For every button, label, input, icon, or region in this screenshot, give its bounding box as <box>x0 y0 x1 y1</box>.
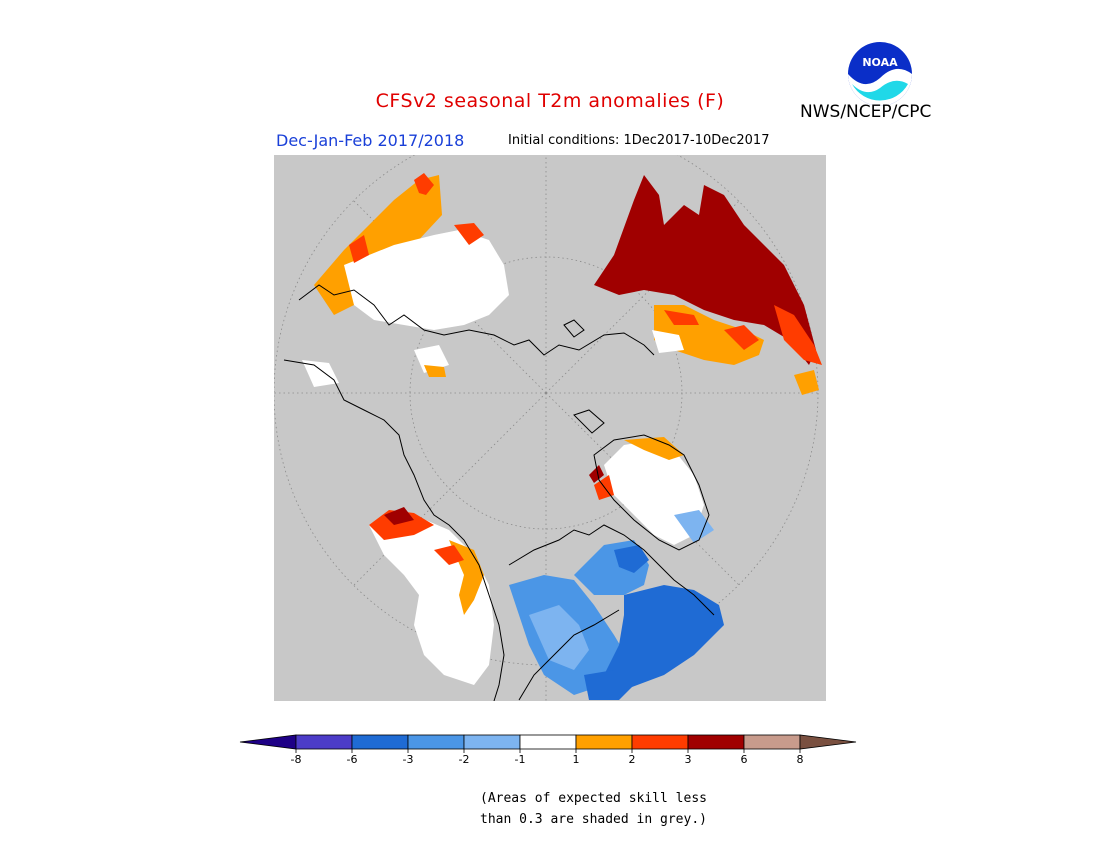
colorbar-segment <box>687 734 745 750</box>
colorbar-tick-label: -2 <box>459 753 470 766</box>
colorbar-tick-label: 6 <box>741 753 748 766</box>
initial-conditions-label: Initial conditions: 1Dec2017-10Dec2017 <box>508 133 770 148</box>
colorbar-tick-label: -3 <box>403 753 414 766</box>
noaa-logo: NOAA <box>848 42 912 106</box>
greenland-anomalies <box>589 437 714 545</box>
season-label: Dec-Jan-Feb 2017/2018 <box>276 131 465 150</box>
colorbar-segment <box>743 734 801 750</box>
logo-text: NOAA <box>862 56 898 69</box>
europe-anomalies <box>594 175 822 395</box>
colorbar: -8 -6 -3 -2 -1 1 2 3 6 8 <box>239 734 857 766</box>
colorbar-tick-label: 1 <box>573 753 580 766</box>
north-america-anomalies <box>369 507 494 685</box>
colorbar-segment <box>519 734 577 750</box>
colorbar-segment <box>407 734 465 750</box>
skill-note-line-2: than 0.3 are shaded in grey.) <box>480 812 707 827</box>
colorbar-segment <box>351 734 409 750</box>
map-title: CFSv2 seasonal T2m anomalies (F) <box>375 90 725 112</box>
colorbar-tick-label: -6 <box>347 753 358 766</box>
colorbar-segment <box>575 734 633 750</box>
colorbar-arrow-low <box>239 734 297 750</box>
colorbar-segment <box>631 734 689 750</box>
east-asia-anomalies <box>302 173 509 387</box>
colorbar-arrow-high <box>799 734 857 750</box>
colorbar-segment <box>463 734 521 750</box>
skill-note-line-1: (Areas of expected skill less <box>480 791 707 806</box>
colorbar-tick-label: 8 <box>797 753 804 766</box>
colorbar-tick-label: 2 <box>629 753 636 766</box>
coastlines <box>283 284 715 701</box>
organization-label: NWS/NCEP/CPC <box>800 102 932 122</box>
colorbar-tick-label: -1 <box>515 753 526 766</box>
canada-cold-anomalies <box>509 540 724 700</box>
colorbar-tick-label: -8 <box>291 753 302 766</box>
anomaly-map <box>274 155 826 701</box>
colorbar-segment <box>295 734 353 750</box>
colorbar-tick-label: 3 <box>685 753 692 766</box>
